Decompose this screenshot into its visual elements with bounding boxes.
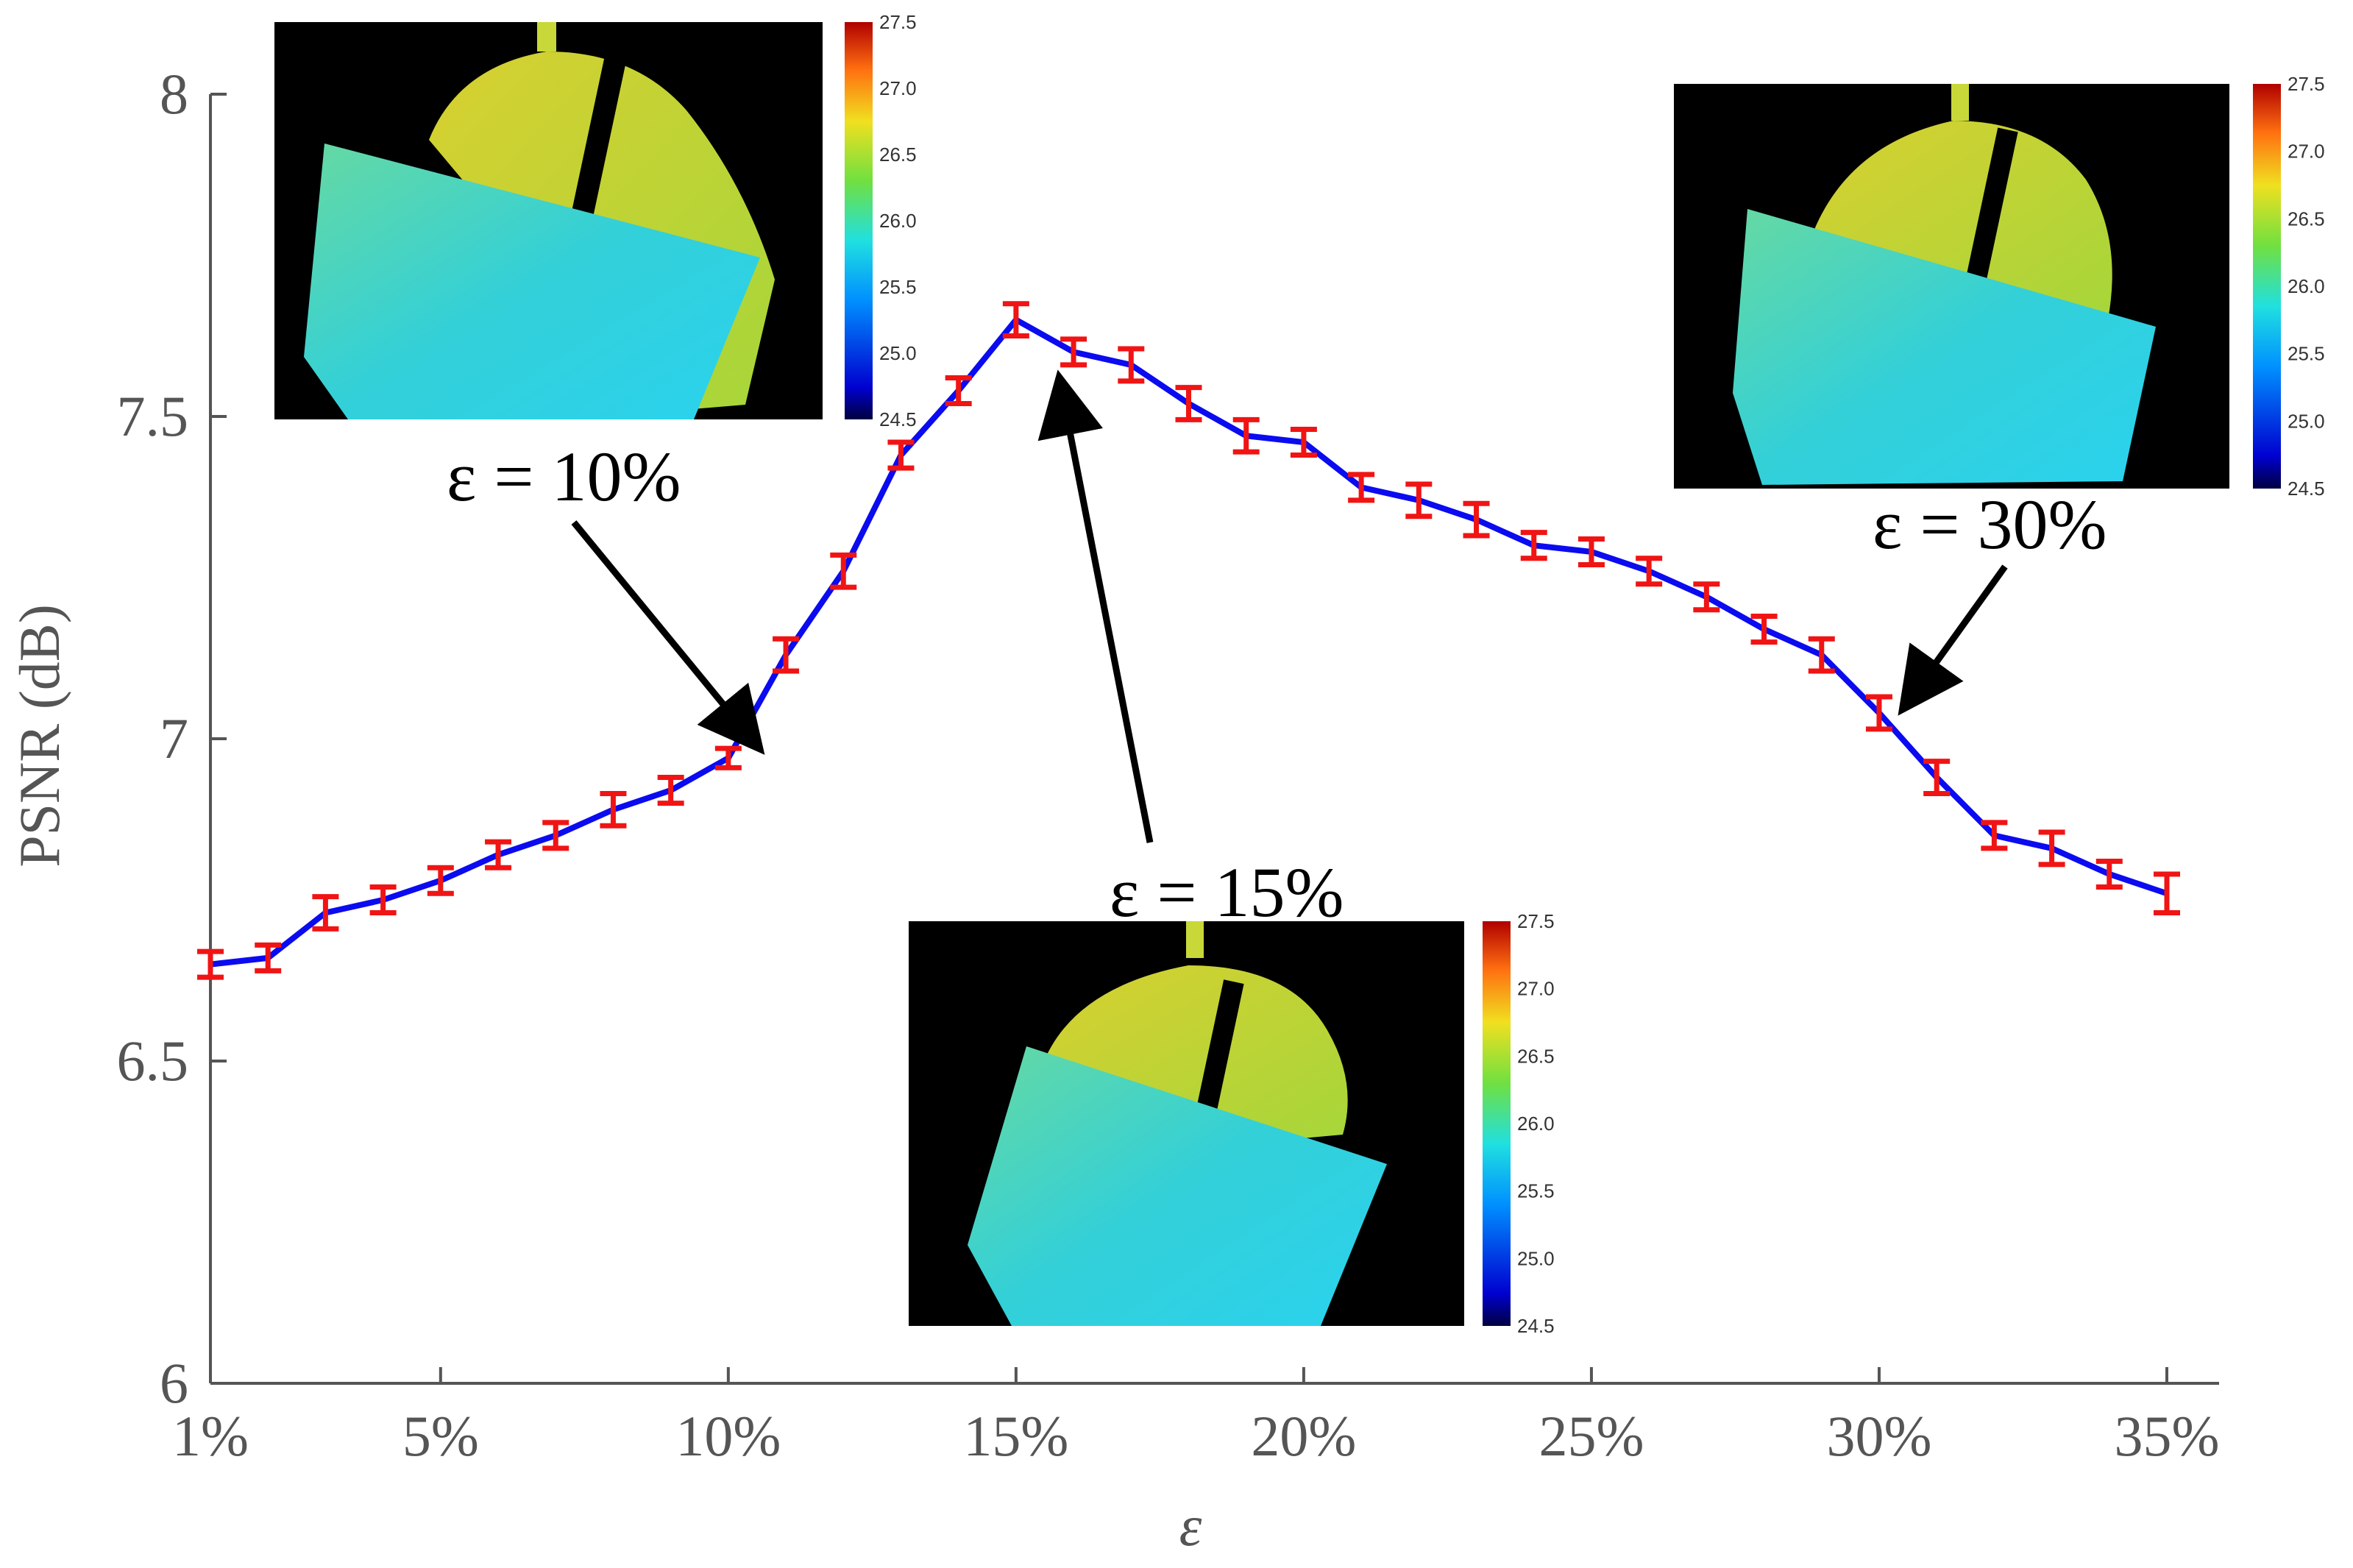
colorbar-tick-label: 24.5 [879, 408, 917, 430]
error-bar [1981, 820, 2008, 851]
error-bar [1750, 614, 1778, 645]
inset-gap [570, 58, 626, 221]
error-bar [369, 884, 397, 916]
error-bar [2154, 871, 2180, 916]
inset-block [304, 143, 760, 419]
colorbar-tick-label: 27.0 [879, 77, 917, 99]
colorbar-tick-label: 26.5 [879, 143, 917, 166]
colorbar-tick-label: 25.0 [879, 342, 917, 364]
error-bar [600, 790, 627, 829]
error-bar [255, 942, 282, 973]
colorbar-tick-label: 27.5 [2288, 73, 2325, 95]
error-bar [773, 636, 800, 674]
y-tick-label: 7 [160, 706, 188, 770]
error-bar [542, 820, 569, 851]
x-axis-label: ε [1179, 1494, 1202, 1558]
inset-colorbar [2253, 84, 2281, 489]
colorbar-tick-labels: 27.5 27.0 26.5 26.0 25.5 25.0 24.5 27.5 27.0 26.5… [879, 11, 2325, 1337]
colorbar-tick-label: 27.5 [1517, 910, 1555, 932]
y-tick-label: 8 [160, 62, 188, 126]
tick-labels: 6 6.5 7 7.5 8 1% 5% 10% 15% 20% 25% 30% 35% [117, 62, 2220, 1468]
y-axis-label: PSNR (dB) [7, 604, 71, 868]
error-bar [1808, 636, 1835, 674]
error-bar [1348, 472, 1375, 503]
colorbar-tick-label: 26.5 [2288, 207, 2325, 230]
x-tick-label: 15% [963, 1404, 1068, 1468]
inset-nozzle [1186, 921, 1204, 958]
x-tick-label: 10% [675, 1404, 781, 1468]
colorbar-tick-label: 26.5 [1517, 1045, 1555, 1067]
inset-colorbar [845, 22, 873, 419]
colorbar-tick-label: 26.0 [879, 210, 917, 232]
inset-gap [1962, 127, 2018, 298]
error-bar [312, 894, 339, 932]
annotation-epsilon-30: ε = 30% [1873, 485, 2107, 564]
error-bar [485, 839, 512, 870]
inset-epsilon-15 [909, 921, 1511, 1326]
error-bar [1923, 759, 1951, 796]
error-bar [945, 375, 972, 406]
error-bar [1060, 336, 1087, 368]
x-tick-label: 20% [1251, 1404, 1356, 1468]
error-bar [2038, 829, 2065, 868]
inset-nozzle [1951, 84, 1969, 121]
x-tick-label: 25% [1538, 1404, 1644, 1468]
error-bar [1232, 416, 1260, 455]
error-bar [1405, 481, 1433, 519]
colorbar-tick-label: 24.5 [2288, 478, 2325, 500]
arrow-epsilon-10 [571, 520, 765, 755]
error-bar [887, 439, 915, 471]
error-bar [1693, 581, 1720, 613]
colorbar-tick-label: 26.0 [1517, 1113, 1555, 1135]
inset-block [968, 1046, 1387, 1326]
colorbar-tick-label: 24.5 [1517, 1315, 1555, 1337]
colorbar-tick-label: 27.0 [2288, 141, 2325, 163]
colorbar-tick-label: 27.5 [879, 11, 917, 33]
inset-dome [1814, 121, 2112, 319]
colorbar-tick-label: 27.0 [1517, 978, 1555, 1000]
series-psnr [197, 301, 2180, 980]
error-bar [830, 552, 857, 590]
error-bar [427, 865, 454, 896]
error-bar [1290, 427, 1317, 458]
inset-colorbar [1483, 921, 1511, 1326]
error-bar [657, 775, 684, 806]
error-bar [1520, 530, 1547, 561]
error-bar [2095, 858, 2123, 890]
arrow-epsilon-15 [1037, 369, 1154, 843]
inset-gap [1190, 979, 1244, 1143]
y-tick-label: 6.5 [117, 1029, 189, 1093]
y-tick-label: 7.5 [117, 384, 189, 448]
error-bar [1118, 346, 1145, 384]
x-tick-label: 30% [1826, 1404, 1931, 1468]
y-tick-label: 6 [160, 1351, 188, 1415]
error-bar [197, 948, 224, 980]
colorbar-tick-label: 26.0 [2288, 275, 2325, 297]
inset-nozzle [537, 22, 556, 52]
colorbar-tick-label: 25.0 [2288, 410, 2325, 432]
error-bar [1865, 694, 1892, 732]
error-bar [1577, 536, 1605, 567]
colorbar-tick-label: 25.5 [2288, 343, 2325, 365]
x-tick-label: 1% [172, 1404, 249, 1468]
error-bar [1636, 556, 1663, 587]
annotation-arrows [571, 369, 2008, 843]
arrow-epsilon-30 [1898, 564, 2008, 716]
colorbar-tick-label: 25.0 [1517, 1247, 1555, 1269]
annotation-epsilon-15: ε = 15% [1110, 853, 1344, 932]
inset-epsilon-10 [274, 22, 873, 419]
inset-block [1733, 209, 2156, 485]
x-tick-label: 5% [402, 1404, 479, 1468]
error-bar [1002, 301, 1029, 338]
axes [209, 93, 2219, 1385]
annotation-epsilon-10: ε = 10% [447, 437, 681, 516]
error-bar [1175, 385, 1202, 422]
inset-epsilon-30 [1674, 84, 2281, 489]
inset-dome [1041, 965, 1348, 1142]
x-tick-label: 35% [2115, 1404, 2220, 1468]
colorbar-tick-label: 25.5 [1517, 1180, 1555, 1202]
colorbar-tick-label: 25.5 [879, 276, 917, 298]
error-bar [1463, 500, 1490, 539]
